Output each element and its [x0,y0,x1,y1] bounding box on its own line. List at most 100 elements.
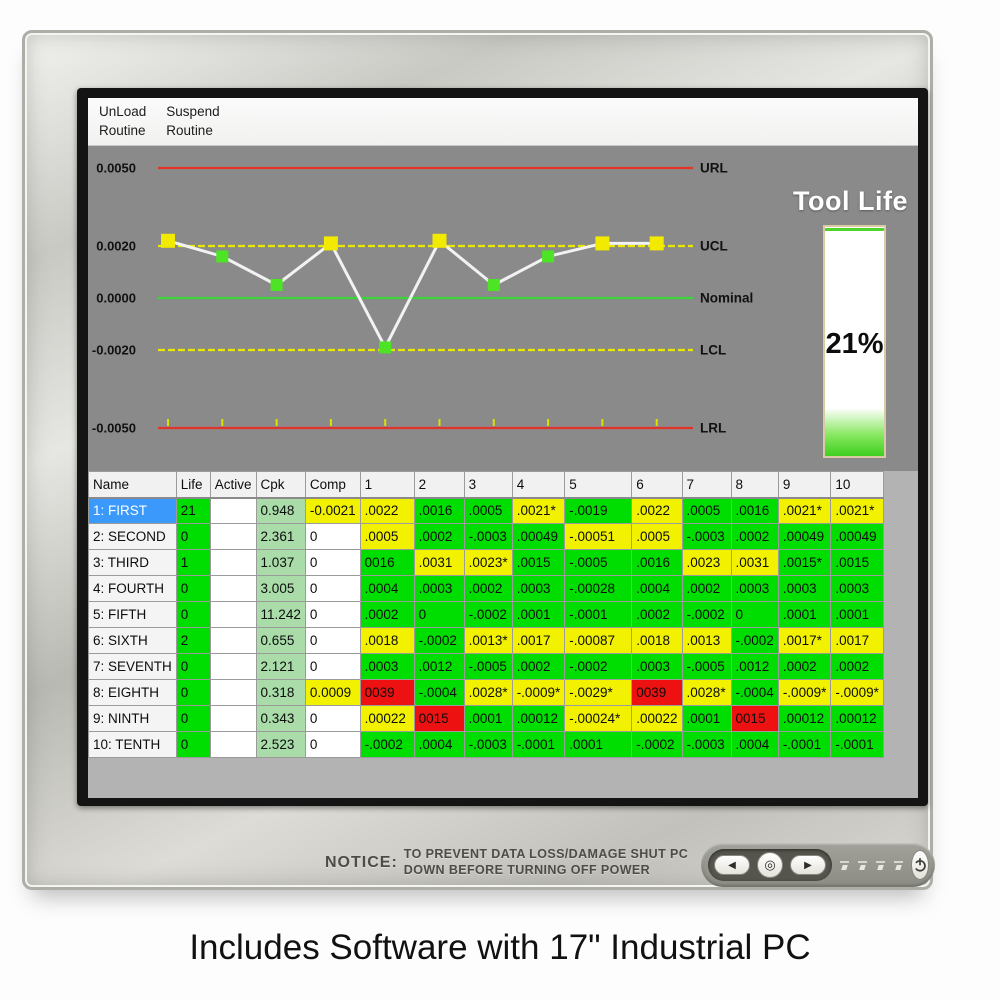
cell-active [209,601,257,628]
cell-measurement: -.0005 [681,653,732,680]
cell-measurement: 0 [413,601,465,628]
cell-measurement: -.00028 [564,575,633,602]
cell-measurement: .0005 [681,497,732,524]
col-header[interactable]: 1 [359,471,415,499]
cell-active [209,679,257,706]
svg-text:LCL: LCL [700,343,726,358]
col-header[interactable]: Active [209,471,257,499]
cell-active [209,575,257,602]
col-header[interactable]: Comp [304,471,361,499]
osd-left-button[interactable]: ◀ [714,855,750,875]
status-led [840,860,849,870]
cell-measurement: .00012 [830,705,884,732]
table-row[interactable]: 9: NINTH 0 0.343 0.00022 0015.0001.00012 -.00… [88,705,884,732]
col-header[interactable]: 3 [463,471,513,499]
col-header[interactable]: Name [88,471,177,499]
cell-cpk: 2.523 [255,731,306,758]
table-row[interactable]: 5: FIFTH 0 11.242 0.0002 0 -.0002.0001 -.0001.… [88,601,884,628]
cell-name[interactable]: 5: FIFTH [88,601,177,628]
cell-measurement: .0021* [511,497,566,524]
menu-bar: UnLoad Routine Suspend Routine [88,98,918,146]
notice-text: NOTICE: TO PREVENT DATA LOSS/DAMAGE SHUT… [325,847,688,878]
col-header[interactable]: Life [175,471,211,499]
cell-measurement: -.0004 [730,679,779,706]
cell-active [209,653,257,680]
cell-measurement: .0015 [511,549,566,576]
tool-life-gauge: 21% [823,225,886,458]
cell-measurement: 0039 [359,679,415,706]
cell-name[interactable]: 10: TENTH [88,731,177,758]
monitor-control-panel: ◀ ◎ ▶ [701,843,935,887]
cell-name[interactable]: 2: SECOND [88,523,177,550]
col-header[interactable]: 7 [681,471,732,499]
cell-life: 0 [175,705,211,732]
cell-measurement: -.0019 [564,497,633,524]
cell-measurement: .0001 [564,731,633,758]
cell-measurement: .00012 [777,705,832,732]
cell-comp: 0 [304,731,361,758]
cell-measurement: .0012 [413,653,465,680]
col-header[interactable]: 9 [777,471,832,499]
col-header[interactable]: 4 [511,471,566,499]
cell-measurement: -.0002 [730,627,779,654]
spc-table: Name Life Active Cpk Comp 1 2 3 4 5 6 7 8 9 10 1: FIRS… [88,471,884,758]
table-row[interactable]: 1: FIRST 21 0.948 -0.0021.0022.0016.0005.00… [88,497,884,524]
cell-name[interactable]: 9: NINTH [88,705,177,732]
osd-menu-button[interactable]: ◎ [757,852,783,878]
screen-frame: UnLoad Routine Suspend Routine URL UCL Nom… [77,88,928,806]
notice-lines: TO PREVENT DATA LOSS/DAMAGE SHUT PC DOWN… [403,847,689,877]
cell-measurement: .0002 [830,653,884,680]
col-header[interactable]: 10 [830,471,884,499]
table-row[interactable]: 10: TENTH 0 2.523 0 -.0002.0004 -.0003 -.0001.… [88,731,884,758]
svg-text:UCL: UCL [700,239,728,254]
cell-measurement: .0023* [463,549,513,576]
svg-text:Nominal: Nominal [700,291,753,306]
col-header[interactable]: 6 [631,471,683,499]
osd-right-button[interactable]: ▶ [790,855,826,875]
cell-measurement: .00022 [359,705,415,732]
cell-measurement: -.0001 [564,601,633,628]
cell-name[interactable]: 4: FOURTH [88,575,177,602]
cell-measurement: .0023 [681,549,732,576]
cell-name[interactable]: 8: EIGHTH [88,679,177,706]
cell-measurement: -.0001 [777,731,832,758]
table-row[interactable]: 2: SECOND 0 2.361 0.0005.0002 -.0003.00049 -.… [88,523,884,550]
left-arrow-icon: ◀ [728,859,736,871]
menu-unload-routine[interactable]: UnLoad Routine [99,104,147,138]
control-chart-svg: URL UCL Nominal LCL LRL 0.0050 0.0020 0.0000 -0.… [92,161,753,436]
cell-name[interactable]: 7: SEVENTH [88,653,177,680]
col-header[interactable]: 8 [730,471,779,499]
cell-measurement: .0002 [681,575,732,602]
table-row[interactable]: 6: SIXTH 2 0.655 0.0018 -.0002.0013* .0017 -.0… [88,627,884,654]
cell-measurement: -.0005 [463,653,513,680]
table-row[interactable]: 8: EIGHTH 0 0.318 0.0009 0039 -.0004.0028* -.0… [88,679,884,706]
cell-active [209,731,257,758]
cell-measurement: -.0003 [463,731,513,758]
cell-measurement: .0028* [681,679,732,706]
svg-text:0.0020: 0.0020 [96,239,136,254]
col-header[interactable]: 5 [564,471,633,499]
cell-measurement: -.0003 [681,731,732,758]
cell-name[interactable]: 6: SIXTH [88,627,177,654]
cell-measurement: .0003 [359,653,415,680]
cell-measurement: 0015 [730,705,779,732]
cell-name[interactable]: 1: FIRST [88,497,177,524]
table-row[interactable]: 3: THIRD 1 1.037 0 0016.0031.0023* .0015 -.000… [88,549,884,576]
cell-measurement: .0004 [359,575,415,602]
cell-comp: 0.0009 [304,679,361,706]
col-header[interactable]: Cpk [255,471,306,499]
col-header[interactable]: 2 [413,471,465,499]
table-row[interactable]: 7: SEVENTH 0 2.121 0.0003.0012 -.0005.0002 -.… [88,653,884,680]
screen: UnLoad Routine Suspend Routine URL UCL Nom… [88,98,918,798]
cell-measurement: -.0002 [681,601,732,628]
cell-comp: 0 [304,601,361,628]
gauge-fill [825,407,884,456]
power-button[interactable] [911,850,929,880]
table-row[interactable]: 4: FOURTH 0 3.005 0.0004.0003.0002.0003 -.00… [88,575,884,602]
cell-measurement: -.0005 [564,549,633,576]
cell-measurement: .00049 [830,523,884,550]
cell-measurement: .0017 [511,627,566,654]
cell-active [209,627,257,654]
cell-name[interactable]: 3: THIRD [88,549,177,576]
menu-suspend-routine[interactable]: Suspend Routine [166,104,220,138]
